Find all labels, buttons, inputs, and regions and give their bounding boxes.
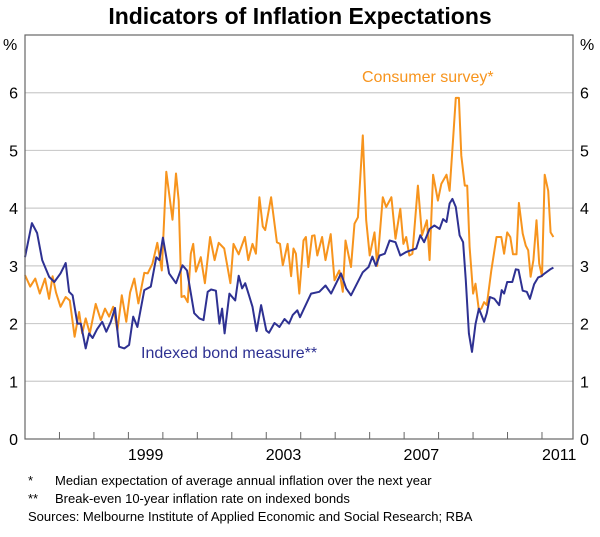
legend-indexed-bond: Indexed bond measure** [141,345,317,362]
y-tick-label-left: 5 [9,143,18,160]
y-tick-label-left: 4 [9,201,18,218]
footnote-marker-2: ** [28,491,38,506]
y-tick-label-right: 6 [580,86,589,103]
y-tick-label-left: 1 [9,374,18,391]
y-tick-labels: 0 0 1 1 2 2 3 3 4 4 5 5 6 6 [9,86,589,449]
y-axis-unit-right: % [580,37,594,54]
footnote-1: Median expectation of average annual inf… [55,473,432,488]
series-lines [24,96,555,353]
chart-title: Indicators of Inflation Expectations [108,3,491,29]
x-tick-labels: 1999 2003 2007 2011 [128,447,577,464]
y-tick-label-left: 2 [9,317,18,334]
y-axis-unit-left: % [3,37,17,54]
y-tick-label-right: 4 [580,201,589,218]
gridlines [25,92,573,382]
x-tick-label: 2003 [266,447,302,464]
y-tick-label-right: 1 [580,374,589,391]
sources: Sources: Melbourne Institute of Applied … [28,509,473,524]
footnote-2: Break-even 10-year inflation rate on ind… [55,491,350,506]
series-line-consumer [24,96,555,338]
y-tick-label-left: 0 [9,432,18,449]
y-tick-label-right: 0 [580,432,589,449]
x-tick-label: 2011 [542,447,577,464]
series-line-bond [24,197,554,353]
footnote-marker-1: * [28,473,33,488]
x-tick-label: 2007 [404,447,440,464]
y-tick-label-left: 3 [9,259,18,276]
plot-frame [24,34,574,440]
y-tick-label-left: 6 [9,86,18,103]
x-tick-label: 1999 [128,447,164,464]
y-tick-label-right: 3 [580,259,589,276]
y-tick-label-right: 2 [580,317,589,334]
axis-ticks [58,432,543,439]
y-tick-label-right: 5 [580,143,589,160]
legend-consumer-survey: Consumer survey* [362,69,494,86]
